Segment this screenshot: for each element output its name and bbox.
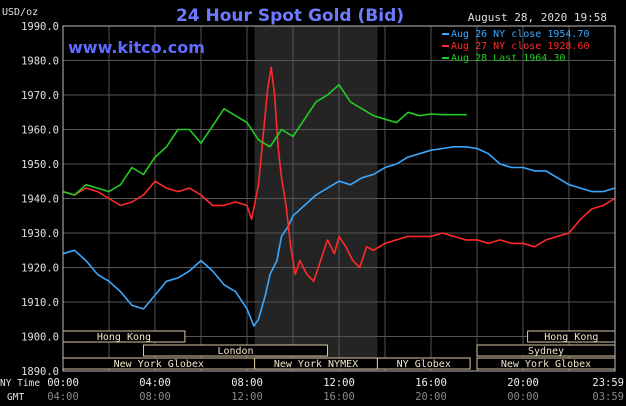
watermark-url: www.kitco.com [68, 38, 205, 57]
session-bar [376, 357, 471, 370]
y-tick-label: 1970.0 [21, 90, 59, 102]
price-series [62, 66, 615, 327]
x-tick-label-gmt: 16:00 [323, 391, 355, 403]
y-axis-unit-label: USD/oz [2, 7, 38, 18]
x-tick-label-gmt: 04:00 [47, 391, 79, 403]
legend-entry: Aug 27 NY close 1928.60 [451, 41, 589, 52]
x-tick-label-gmt: 12:00 [231, 391, 263, 403]
series-line [62, 83, 467, 196]
x-tick-label-ny: 00:00 [47, 377, 79, 389]
trading-sessions: Hong Kong Hong Kong London Sydney New York G… [62, 330, 616, 370]
y-tick-label: 1990.0 [21, 21, 59, 33]
session-label: New York Globex [501, 359, 591, 370]
legend-entry: Aug 28 Last 1964.30 [451, 53, 565, 64]
y-tick-label: 1940.0 [21, 194, 59, 206]
x-tick-label-ny: 23:59 [592, 377, 624, 389]
plot-frame [62, 25, 616, 372]
x-tick-label-gmt: 03:59 [592, 391, 624, 403]
session-label: London [217, 346, 253, 357]
x-tick-label-ny: 04:00 [139, 377, 171, 389]
session-label: Hong Kong [97, 332, 151, 343]
session-label: Hong Kong [544, 332, 598, 343]
y-tick-label: 1930.0 [21, 228, 59, 240]
session-label: NY Globex [397, 359, 451, 370]
series-line [62, 66, 615, 283]
y-tick-label: 1950.0 [21, 159, 59, 171]
x-tick-label-ny: 08:00 [231, 377, 263, 389]
x-tick-label-gmt: 00:00 [507, 391, 539, 403]
legend-entry: Aug 26 NY close 1954.70 [451, 29, 589, 40]
x-tick-labels: 00:00 04:00 08:00 12:00 16:00 20:00 23:59 04:00… [47, 377, 624, 403]
x-tick-label-ny: 12:00 [323, 377, 355, 389]
y-tick-label: 1960.0 [21, 125, 59, 137]
gmt-row-label: GMT [7, 392, 24, 403]
chart-title: 24 Hour Spot Gold (Bid) [176, 6, 404, 26]
y-tick-label: 1910.0 [21, 297, 59, 309]
session-bar [143, 344, 328, 357]
x-tick-label-ny: 16:00 [415, 377, 447, 389]
series-line [62, 146, 615, 327]
ny-time-row-label: NY Time [0, 378, 40, 389]
session-label: New York NYMEX [274, 359, 358, 370]
timestamp: August 28, 2020 19:58 [468, 11, 607, 24]
x-tick-label-gmt: 20:00 [415, 391, 447, 403]
x-tick-label-ny: 20:00 [507, 377, 539, 389]
y-tick-label: 1980.0 [21, 56, 59, 68]
y-tick-label: 1900.0 [21, 332, 59, 344]
session-label: Sydney [528, 346, 564, 357]
session-label: New York Globex [114, 359, 204, 370]
x-tick-label-gmt: 08:00 [139, 391, 171, 403]
y-tick-label: 1920.0 [21, 263, 59, 275]
y-tick-label: 1890.0 [21, 366, 59, 378]
y-tick-labels: 1990.0 1980.0 1970.0 1960.0 1950.0 1940.0 1930… [21, 21, 59, 378]
